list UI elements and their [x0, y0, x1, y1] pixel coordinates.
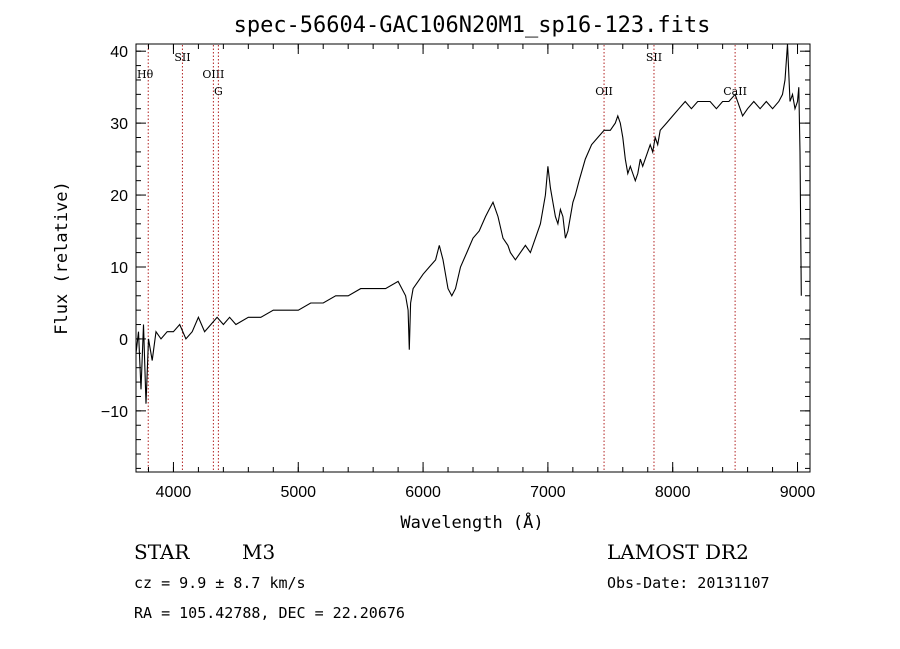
- emission-line-markers: Hθ SII OIII G OII SII CaII: [137, 45, 747, 471]
- y-tick-label: 0: [119, 332, 128, 349]
- y-tick-label: 20: [110, 188, 128, 205]
- redshift-velocity: cz = 9.9 ± 8.7 km/s: [134, 574, 306, 592]
- survey-name: LAMOST DR2: [607, 540, 749, 564]
- line-marker-label: OIII: [202, 68, 224, 81]
- object-subclass: M3: [242, 540, 276, 564]
- x-tick-label: 4000: [156, 484, 192, 501]
- x-tick-label: 5000: [280, 484, 316, 501]
- line-marker-label: Hθ: [137, 68, 154, 81]
- line-marker-label: OII: [595, 85, 613, 98]
- y-tick-label: 30: [110, 116, 128, 133]
- line-marker-label: G: [214, 85, 223, 98]
- coordinates: RA = 105.42788, DEC = 22.20676: [134, 604, 405, 622]
- observation-date: Obs-Date: 20131107: [607, 574, 770, 592]
- chart-title: spec-56604-GAC106N20M1_sp16-123.fits: [234, 13, 711, 38]
- plot-frame: [135, 43, 811, 473]
- axis-ticks: 4000 5000 6000 7000 8000 9000 −10 0 10 20 30 40: [101, 44, 816, 501]
- x-tick-label: 6000: [405, 484, 441, 501]
- object-class: STAR: [134, 540, 190, 564]
- line-marker-label: SII: [174, 51, 190, 64]
- spectrum-chart: spec-56604-GAC106N20M1_sp16-123.fits Hθ S…: [52, 13, 816, 533]
- x-axis-label: Wavelength (Å): [400, 511, 543, 533]
- x-tick-label: 9000: [780, 484, 816, 501]
- y-tick-label: −10: [101, 404, 128, 421]
- y-tick-label: 40: [110, 44, 128, 61]
- x-tick-label: 8000: [655, 484, 691, 501]
- spectrum-line: [135, 43, 802, 404]
- line-marker-label: SII: [646, 51, 662, 64]
- y-axis-label: Flux (relative): [52, 181, 72, 335]
- x-tick-label: 7000: [530, 484, 566, 501]
- y-tick-label: 10: [110, 260, 128, 277]
- line-marker-label: CaII: [723, 85, 747, 98]
